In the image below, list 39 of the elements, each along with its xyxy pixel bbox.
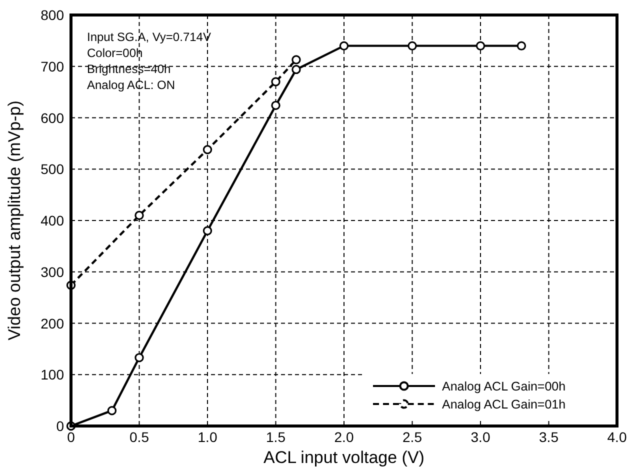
legend-label: Analog ACL Gain=00h <box>442 380 566 394</box>
point <box>271 77 280 86</box>
x-tick-label: 3.5 <box>539 429 559 445</box>
x-tick-label: 3.0 <box>470 429 490 445</box>
x-tick-label: 1.5 <box>266 429 286 445</box>
y-tick-label: 100 <box>40 366 64 383</box>
point <box>292 55 301 64</box>
point <box>202 226 212 236</box>
x-tick-label: 2.5 <box>402 429 422 445</box>
y-tick-label: 300 <box>40 264 64 280</box>
y-tick-label: 500 <box>40 161 64 178</box>
y-tick-label: 600 <box>40 110 64 126</box>
x-tick-label: 4.0 <box>607 429 627 445</box>
annotation: Input SG.A, Vy=0.714V <box>87 30 211 44</box>
point <box>134 210 144 220</box>
y-tick-label: 400 <box>40 212 64 228</box>
point <box>134 353 144 362</box>
y-tick-label: 700 <box>40 58 64 74</box>
point <box>339 41 349 50</box>
annotation: Brightness=40h <box>87 62 171 76</box>
x-tick-label: 0.5 <box>130 429 150 445</box>
x-tick-label: 1.0 <box>198 429 218 445</box>
point <box>408 41 417 50</box>
y-tick-label: 800 <box>40 7 64 23</box>
annotation: Color=00h <box>87 46 143 60</box>
legend-label: Analog ACL Gain=01h <box>442 398 566 412</box>
x-tick-label: 0 <box>67 429 76 445</box>
y-tick-label: 0 <box>56 418 64 434</box>
point <box>202 145 212 154</box>
point <box>476 41 486 50</box>
y-axis-title: Video output amplitude (mVp-p) <box>5 100 24 340</box>
point <box>516 41 526 50</box>
annotation: Analog ACL: ON <box>87 78 176 92</box>
x-tick-label: 2.0 <box>334 429 354 445</box>
point <box>271 100 280 110</box>
x-axis-title: ACL input voltage (V) <box>264 448 424 467</box>
point <box>107 406 117 416</box>
y-tick-label: 200 <box>40 315 64 332</box>
point <box>292 64 301 74</box>
